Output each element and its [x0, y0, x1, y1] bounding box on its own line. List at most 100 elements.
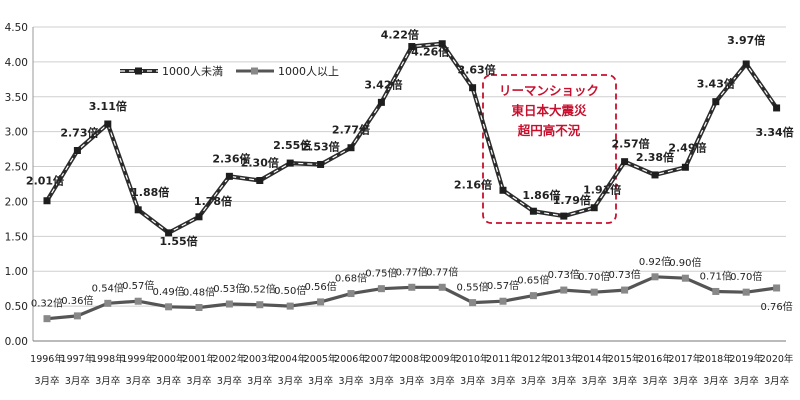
point-under-1000: [377, 98, 385, 106]
x-tick-year: 2002年: [213, 353, 247, 365]
annotation-frame: [482, 74, 617, 224]
data-label-under-1000: 3.11倍: [89, 99, 127, 113]
data-label-under-1000: 2.36倍: [212, 151, 250, 165]
point-under-1000: [560, 212, 568, 220]
legend: 1000人未満 1000人以上: [120, 65, 339, 78]
point-1000-plus: [134, 297, 142, 305]
point-1000-plus: [499, 297, 507, 305]
point-under-1000: [742, 60, 750, 68]
x-tick-year: 1996年: [30, 353, 64, 365]
x-tick-year: 2020年: [760, 353, 794, 365]
point-1000-plus: [590, 288, 598, 296]
annotation-line-2: 東日本大震災: [511, 103, 587, 118]
data-label-1000-plus: 0.56倍: [304, 280, 336, 293]
point-1000-plus: [681, 274, 689, 282]
x-tick-month: 3月卒: [642, 375, 667, 387]
point-under-1000: [134, 206, 142, 214]
point-1000-plus: [469, 299, 477, 307]
data-label-1000-plus: 0.57倍: [487, 279, 519, 292]
x-tick-year: 2012年: [517, 353, 551, 365]
data-label-under-1000: 3.97倍: [727, 33, 765, 47]
x-tick-month: 3月卒: [764, 375, 789, 387]
point-1000-plus: [43, 315, 51, 323]
data-label-under-1000: 2.53倍: [302, 139, 340, 153]
data-label-under-1000: 2.49倍: [668, 140, 706, 154]
point-1000-plus: [529, 292, 537, 300]
x-tick-month: 3月卒: [186, 375, 211, 387]
point-1000-plus: [104, 299, 112, 307]
point-under-1000: [773, 104, 781, 112]
y-tick-label: 4.00: [5, 57, 28, 69]
data-label-1000-plus: 0.73倍: [608, 268, 640, 281]
y-tick-label: 0.00: [5, 336, 28, 348]
x-tick-year: 2014年: [577, 353, 611, 365]
legend-label-1000-plus: 1000人以上: [278, 65, 339, 78]
x-tick-year: 1999年: [121, 353, 155, 365]
x-tick-year: 2019年: [729, 353, 763, 365]
point-1000-plus: [195, 304, 203, 312]
data-label-1000-plus: 0.77倍: [426, 265, 458, 278]
data-label-under-1000: 1.78倍: [194, 194, 232, 208]
x-tick-month: 3月卒: [521, 375, 546, 387]
x-tick-year: 2011年: [486, 353, 520, 365]
point-under-1000: [43, 197, 51, 205]
data-label-1000-plus: 0.76倍: [760, 300, 792, 313]
x-tick-month: 3月卒: [673, 375, 698, 387]
x-tick-year: 2015年: [608, 353, 642, 365]
data-label-1000-plus: 0.54倍: [92, 281, 124, 294]
x-tick-month: 3月卒: [734, 375, 759, 387]
x-tick-month: 3月卒: [65, 375, 90, 387]
point-under-1000: [438, 40, 446, 48]
point-1000-plus: [651, 273, 659, 281]
y-tick-label: 2.00: [5, 196, 28, 208]
x-tick-month: 3月卒: [278, 375, 303, 387]
x-tick-year: 2016年: [638, 353, 672, 365]
point-under-1000: [347, 144, 355, 152]
x-tick-month: 3月卒: [338, 375, 363, 387]
point-under-1000: [286, 159, 294, 167]
data-label-1000-plus: 0.70倍: [730, 270, 762, 283]
point-under-1000: [499, 186, 507, 194]
x-tick-month: 3月卒: [490, 375, 515, 387]
x-tick-year: 2017年: [669, 353, 703, 365]
y-tick-label: 3.00: [5, 127, 28, 139]
data-label-1000-plus: 0.53倍: [213, 282, 245, 295]
point-1000-plus: [621, 286, 629, 294]
x-tick-month: 3月卒: [551, 375, 576, 387]
data-label-under-1000: 1.79倍: [553, 193, 591, 207]
annotation-line-3: 超円高不況: [517, 123, 581, 138]
data-label-under-1000: 3.43倍: [697, 77, 735, 91]
x-tick-month: 3月卒: [126, 375, 151, 387]
legend-label-under-1000: 1000人未満: [162, 65, 223, 78]
data-labels: 2.01倍 2.73倍 3.11倍 1.88倍 1.55倍 1.78倍 2.36倍2.30倍…: [26, 28, 794, 313]
x-tick-month: 3月卒: [703, 375, 728, 387]
data-label-1000-plus: 0.70倍: [578, 270, 610, 283]
point-under-1000: [590, 204, 598, 212]
data-label-under-1000: 1.91倍: [583, 183, 621, 197]
y-tick-label: 3.50: [5, 92, 28, 104]
data-label-1000-plus: 0.65倍: [517, 274, 549, 287]
y-tick-label: 4.50: [5, 22, 28, 34]
x-axis-ticks: 1996年3月卒1997年3月卒1998年3月卒1999年3月卒2000年3月卒…: [30, 353, 794, 387]
point-under-1000: [73, 147, 81, 155]
data-label-under-1000: 2.55倍: [273, 138, 311, 152]
data-label-under-1000: 3.63倍: [458, 63, 496, 77]
x-tick-month: 3月卒: [369, 375, 394, 387]
point-1000-plus: [742, 288, 750, 296]
data-label-under-1000: 1.88倍: [131, 185, 169, 199]
point-under-1000: [317, 160, 325, 168]
x-tick-month: 3月卒: [247, 375, 272, 387]
grid-lines: [32, 26, 786, 342]
y-tick-label: 1.00: [5, 266, 28, 278]
data-label-1000-plus: 0.36倍: [61, 294, 93, 307]
point-under-1000: [529, 207, 537, 215]
point-under-1000: [225, 172, 233, 180]
y-tick-label: 1.50: [5, 231, 28, 243]
data-label-1000-plus: 0.77倍: [396, 265, 428, 278]
point-under-1000: [408, 43, 416, 51]
point-under-1000: [651, 171, 659, 179]
point-1000-plus: [712, 287, 720, 295]
x-tick-month: 3月卒: [612, 375, 637, 387]
data-label-under-1000: 1.55倍: [160, 234, 198, 248]
data-label-1000-plus: 0.48倍: [183, 286, 215, 299]
